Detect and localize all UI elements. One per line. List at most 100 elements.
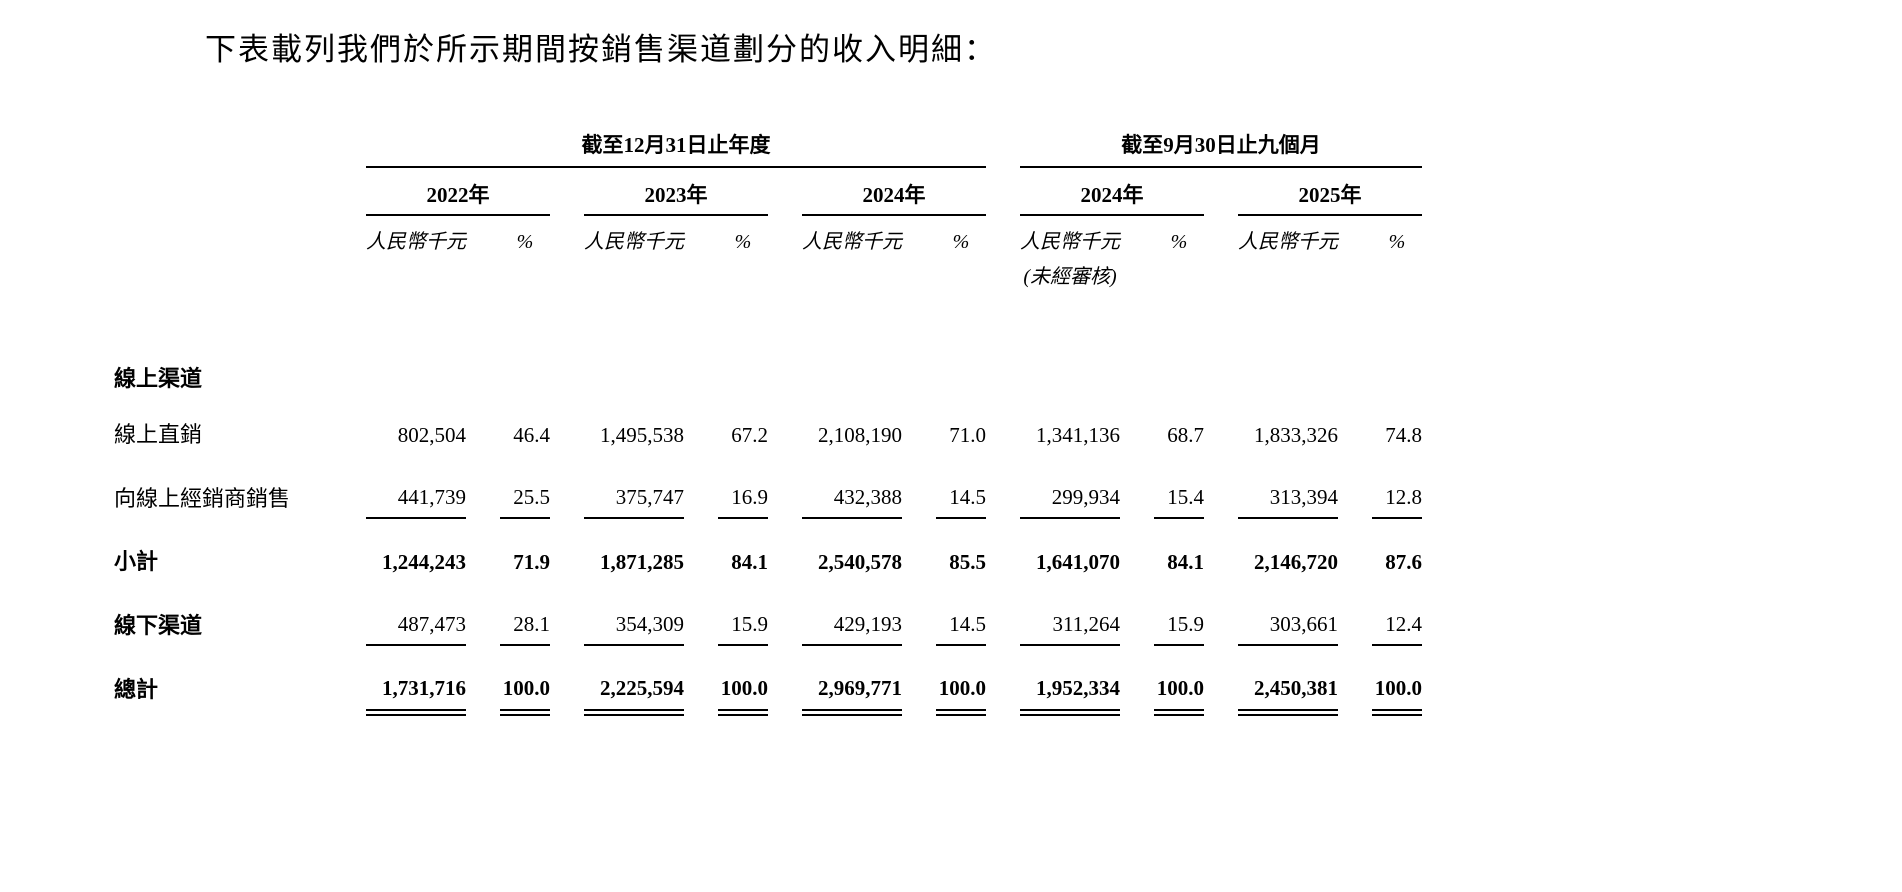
spacer-cell <box>114 168 332 216</box>
spacer-cell <box>366 254 466 308</box>
percent-cell: 14.5 <box>936 455 986 520</box>
percent-cell: 100.0 <box>718 646 768 716</box>
percent-cell: 68.7 <box>1167 422 1204 447</box>
amount-cell: 354,309 <box>584 582 684 647</box>
amount-unit-header: 人民幣千元 <box>366 231 466 254</box>
amount-cell: 1,495,538 <box>600 422 684 447</box>
percent-cell: 85.5 <box>949 550 986 575</box>
percent-cell: 100.0 <box>500 646 550 716</box>
percent-cell: 46.4 <box>513 422 550 447</box>
row-online-channels: 線上渠道 <box>114 308 1422 391</box>
unaudited-note: (未經審核) <box>1023 266 1117 289</box>
percent-cell: 25.5 <box>500 455 550 520</box>
percent-cell: 28.1 <box>500 582 550 647</box>
amount-cell: 1,244,243 <box>382 550 466 575</box>
amount-cell: 802,504 <box>397 422 466 447</box>
spacer-cell <box>1154 254 1204 308</box>
amount-cell: 375,747 <box>584 455 684 520</box>
unit-header-row: 人民幣千元 % 人民幣千元 % 人民幣千元 % 人民幣千元 % 人民幣千元 % <box>114 216 1422 254</box>
amount-cell: 2,969,771 <box>802 646 902 716</box>
row-label: 向線上經銷商銷售 <box>114 485 291 511</box>
percent-cell: 12.8 <box>1372 455 1422 520</box>
percent-cell: 15.4 <box>1154 455 1204 520</box>
amount-cell: 299,934 <box>1020 455 1120 520</box>
percent-header: % <box>952 231 970 254</box>
percent-cell: 100.0 <box>936 646 986 716</box>
percent-cell: 100.0 <box>1372 646 1422 716</box>
spacer-cell <box>114 133 332 168</box>
amount-cell: 429,193 <box>802 582 902 647</box>
row-label: 總計 <box>114 677 159 703</box>
row-offline-channels: 線下渠道 487,473 28.1 354,309 15.9 429,193 1… <box>114 582 1422 647</box>
row-sales-to-online-distributors: 向線上經銷商銷售 441,739 25.5 375,747 16.9 432,3… <box>114 455 1422 520</box>
row-subtotal: 小計 1,244,243 71.9 1,871,285 84.1 2,540,5… <box>114 519 1422 582</box>
period-group-year-ended-dec31: 截至12月31日止年度 <box>366 133 986 169</box>
spacer-cell <box>802 254 902 308</box>
amount-cell: 1,952,334 <box>1020 646 1120 716</box>
year-2024-header: 2024年 <box>802 168 986 217</box>
row-online-direct-sales: 線上直銷 802,504 46.4 1,495,538 67.2 2,108,1… <box>114 392 1422 455</box>
amount-cell: 2,146,720 <box>1254 550 1338 575</box>
year-header-row: 2022年 2023年 2024年 2024年 2025年 <box>114 168 1422 217</box>
percent-cell: 16.9 <box>718 455 768 520</box>
percent-cell: 100.0 <box>1154 646 1204 716</box>
percent-header: % <box>516 231 534 254</box>
amount-cell: 487,473 <box>366 582 466 647</box>
ninemonths-2024-header: 2024年 <box>1020 168 1204 217</box>
amount-cell: 2,540,578 <box>818 550 902 575</box>
amount-cell: 1,833,326 <box>1254 422 1338 447</box>
row-total: 總計 1,731,716 100.0 2,225,594 100.0 2,969… <box>114 646 1422 716</box>
spacer-cell <box>718 254 768 308</box>
spacer-cell <box>114 216 332 254</box>
unaudited-note-row: (未經審核) <box>114 254 1422 308</box>
row-label: 線上渠道 <box>114 366 203 392</box>
amount-cell: 2,450,381 <box>1238 646 1338 716</box>
amount-cell: 441,739 <box>366 455 466 520</box>
percent-header: % <box>1170 231 1188 254</box>
amount-cell: 311,264 <box>1020 582 1120 647</box>
percent-header: % <box>734 231 752 254</box>
amount-unit-header: 人民幣千元 <box>802 231 902 254</box>
amount-cell: 2,225,594 <box>584 646 684 716</box>
year-2022-header: 2022年 <box>366 168 550 217</box>
row-label: 小計 <box>114 549 159 575</box>
amount-cell: 313,394 <box>1238 455 1338 520</box>
percent-cell: 15.9 <box>718 582 768 647</box>
period-group-header-row: 截至12月31日止年度 截至9月30日止九個月 <box>114 133 1422 169</box>
percent-cell: 15.9 <box>1154 582 1204 647</box>
ninemonths-2025-header: 2025年 <box>1238 168 1422 217</box>
percent-cell: 74.8 <box>1385 422 1422 447</box>
percent-cell: 12.4 <box>1372 582 1422 647</box>
spacer-cell <box>584 254 684 308</box>
spacer-cell <box>500 254 550 308</box>
amount-cell: 432,388 <box>802 455 902 520</box>
spacer-cell <box>1372 254 1422 308</box>
amount-unit-header: 人民幣千元 <box>1020 231 1120 254</box>
amount-cell: 1,341,136 <box>1036 422 1120 447</box>
amount-unit-header: 人民幣千元 <box>584 231 684 254</box>
spacer-cell <box>366 308 1422 391</box>
amount-cell: 2,108,190 <box>818 422 902 447</box>
percent-cell: 84.1 <box>1167 550 1204 575</box>
revenue-by-channel-table: 截至12月31日止年度 截至9月30日止九個月 2022年 2023年 2024… <box>80 133 1456 716</box>
intro-text: 下表載列我們於所示期間按銷售渠道劃分的收入明細： <box>205 32 997 67</box>
spacer-cell <box>936 254 986 308</box>
amount-cell: 1,641,070 <box>1036 550 1120 575</box>
period-group-nine-months-sep30: 截至9月30日止九個月 <box>1020 133 1422 169</box>
spacer-cell <box>1238 254 1338 308</box>
unaudited-note-cell: (未經審核) <box>1020 254 1120 308</box>
row-label: 線上直銷 <box>114 421 203 447</box>
amount-cell: 1,871,285 <box>600 550 684 575</box>
percent-cell: 67.2 <box>731 422 768 447</box>
amount-unit-header: 人民幣千元 <box>1238 231 1338 254</box>
amount-cell: 1,731,716 <box>366 646 466 716</box>
percent-cell: 71.0 <box>949 422 986 447</box>
percent-header: % <box>1388 231 1406 254</box>
percent-cell: 84.1 <box>731 550 768 575</box>
amount-cell: 303,661 <box>1238 582 1338 647</box>
row-label: 線下渠道 <box>114 613 203 639</box>
spacer-cell <box>114 254 332 308</box>
percent-cell: 87.6 <box>1385 550 1422 575</box>
percent-cell: 71.9 <box>513 550 550 575</box>
prospectus-page: 下表載列我們於所示期間按銷售渠道劃分的收入明細： 截至12月31日止年度 截至9… <box>80 32 1456 716</box>
